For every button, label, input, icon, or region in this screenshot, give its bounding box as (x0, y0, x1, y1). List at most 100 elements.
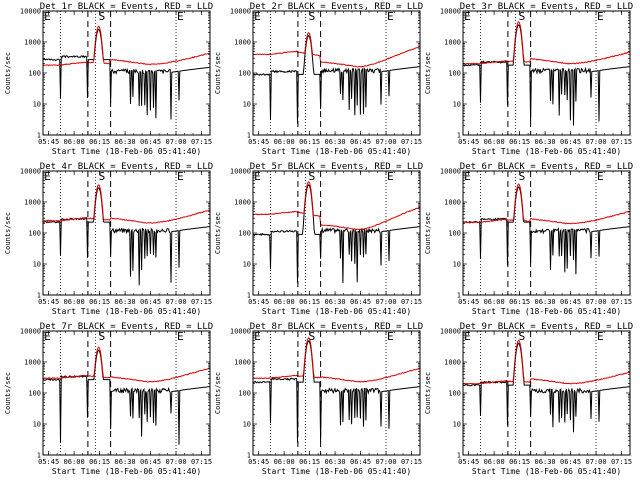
y-tick-label: 1 (247, 132, 251, 140)
x-tick-label: 07:15 (191, 298, 212, 306)
plot-frame (252, 170, 421, 296)
panel-title: Det 5r BLACK = Events, RED = LLD (250, 162, 423, 172)
y-tick-label: 10 (243, 421, 251, 429)
y-tick-label: 10000 (440, 8, 461, 16)
x-tick-label: 06:15 (299, 138, 320, 146)
y-tick-label: 100 (28, 390, 41, 398)
x-tick-label: 06:30 (535, 138, 556, 146)
series-events-black (43, 187, 210, 286)
x-axis-label: Start Time (18-Feb-06 05:41:40) (472, 307, 621, 316)
x-tick-label: 07:00 (165, 138, 186, 146)
series-lld-red (463, 183, 630, 225)
series-lld-red (43, 184, 210, 224)
y-tick-label: 10000 (440, 328, 461, 336)
marker-letter: E (44, 330, 51, 343)
x-tick-label: 06:45 (350, 138, 371, 146)
series-lld-red (253, 181, 420, 231)
marker-letter: E (44, 10, 51, 23)
x-tick-label: 06:00 (64, 138, 85, 146)
y-tick-label: 100 (28, 70, 41, 78)
marker-letter: E (44, 170, 51, 183)
y-tick-label: 1000 (234, 199, 251, 207)
x-tick-label: 06:30 (115, 458, 136, 466)
marker-letter: E (597, 330, 604, 343)
marker-letter: E (177, 330, 184, 343)
y-tick-label: 10 (33, 101, 41, 109)
x-tick-label: 06:45 (560, 138, 581, 146)
marker-letter: E (387, 170, 394, 183)
series-lld-red (253, 31, 420, 68)
marker-letter: S (309, 10, 316, 23)
y-tick-label: 10 (453, 261, 461, 269)
series-events-black (253, 340, 420, 443)
panel-title: Det 6r BLACK = Events, RED = LLD (460, 162, 633, 172)
marker-letter: E (597, 170, 604, 183)
x-tick-label: 06:45 (560, 298, 581, 306)
y-axis-label: Counts/sec (424, 212, 432, 254)
marker-letter: E (597, 10, 604, 23)
x-tick-label: 07:00 (375, 458, 396, 466)
x-tick-label: 06:45 (350, 458, 371, 466)
y-axis-label: Counts/sec (214, 212, 222, 254)
y-tick-label: 1000 (24, 359, 41, 367)
x-axis-label: Start Time (18-Feb-06 05:41:40) (52, 307, 201, 316)
x-tick-label: 06:15 (299, 298, 320, 306)
x-tick-label: 06:15 (89, 298, 110, 306)
marker-letter: S (519, 170, 526, 183)
x-tick-label: 06:30 (115, 138, 136, 146)
y-axis-label: Counts/sec (4, 52, 12, 94)
y-tick-label: 1 (247, 452, 251, 460)
series-events-black (463, 342, 630, 433)
y-axis-label: Counts/sec (4, 212, 12, 254)
y-tick-label: 1000 (24, 39, 41, 47)
x-tick-label: 06:00 (484, 298, 505, 306)
plot-frame (42, 330, 211, 456)
series-events-black (463, 186, 630, 275)
x-tick-label: 07:15 (611, 138, 632, 146)
x-tick-label: 06:15 (299, 458, 320, 466)
y-tick-label: 1 (37, 292, 41, 300)
x-tick-label: 07:15 (611, 458, 632, 466)
marker-letter: E (387, 330, 394, 343)
y-tick-label: 1000 (444, 39, 461, 47)
x-tick-label: 06:30 (115, 298, 136, 306)
x-tick-label: 05:45 (458, 458, 479, 466)
x-tick-label: 06:00 (64, 458, 85, 466)
panel-title: Det 8r BLACK = Events, RED = LLD (250, 322, 423, 332)
marker-letter: E (464, 170, 471, 183)
x-tick-label: 06:00 (484, 458, 505, 466)
y-tick-label: 100 (448, 70, 461, 78)
y-tick-label: 1000 (234, 39, 251, 47)
panel-title: Det 7r BLACK = Events, RED = LLD (40, 322, 213, 332)
marker-letter: E (177, 170, 184, 183)
x-tick-label: 06:00 (274, 298, 295, 306)
x-tick-label: 05:45 (248, 138, 269, 146)
panel-title: Det 4r BLACK = Events, RED = LLD (40, 162, 213, 172)
x-tick-label: 07:15 (611, 298, 632, 306)
marker-letter: E (464, 330, 471, 343)
x-tick-label: 06:15 (509, 458, 530, 466)
x-tick-label: 05:45 (38, 138, 59, 146)
x-tick-label: 07:15 (191, 458, 212, 466)
y-tick-label: 10 (243, 261, 251, 269)
x-tick-label: 06:15 (89, 138, 110, 146)
marker-letter: E (254, 10, 261, 23)
y-tick-label: 10 (453, 101, 461, 109)
y-tick-label: 1000 (444, 359, 461, 367)
marker-letter: S (309, 170, 316, 183)
y-tick-label: 100 (238, 230, 251, 238)
plot-frame (252, 330, 421, 456)
x-tick-label: 07:15 (401, 298, 422, 306)
y-tick-label: 10 (243, 101, 251, 109)
series-events-black (463, 24, 630, 126)
y-axis-label: Counts/sec (4, 372, 12, 414)
x-axis-label: Start Time (18-Feb-06 05:41:40) (52, 147, 201, 156)
x-tick-label: 07:15 (191, 138, 212, 146)
y-tick-label: 100 (238, 70, 251, 78)
x-tick-label: 07:00 (375, 298, 396, 306)
